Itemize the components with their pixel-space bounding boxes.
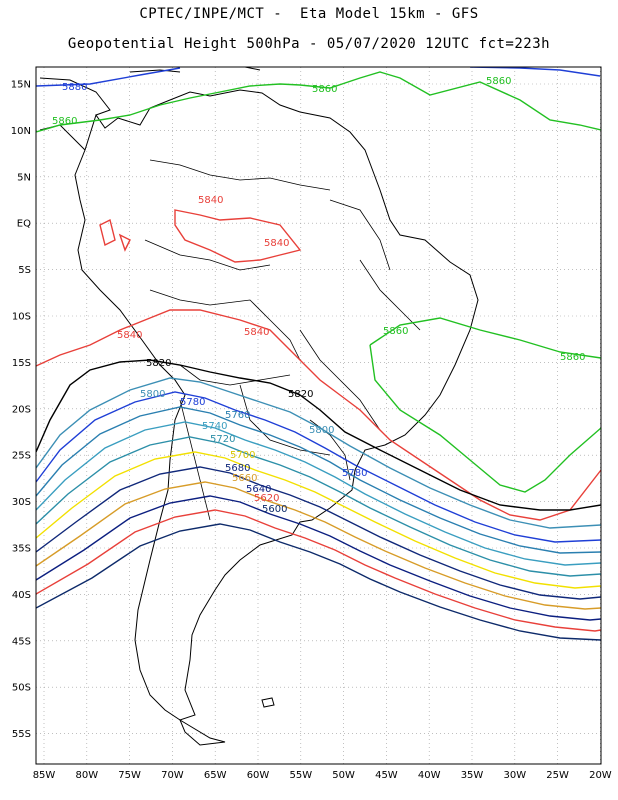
label-5740: 5740	[202, 421, 227, 432]
label-5780-b: 5780	[342, 468, 367, 479]
lon-tick-label: 75W	[118, 770, 141, 781]
label-5620: 5620	[254, 493, 279, 504]
lat-tick-label: 25S	[12, 451, 31, 462]
plot-frame	[35, 66, 602, 765]
caribbean-coast	[129, 67, 261, 73]
lat-tick-label: 5S	[18, 265, 31, 276]
country-borders	[144, 159, 421, 521]
lon-tick-label: 60W	[247, 770, 270, 781]
lat-tick-label: 15S	[12, 358, 31, 369]
label-5780-a: 5780	[180, 397, 205, 408]
label-5860-b: 5860	[486, 76, 511, 87]
lon-tick-label: 35W	[461, 770, 484, 781]
contour-5820	[36, 359, 601, 511]
label-5760: 5760	[225, 410, 250, 421]
coastline	[39, 67, 479, 746]
tierra-del-fuego	[178, 718, 226, 746]
lat-tick-label: 10S	[12, 312, 31, 323]
contour-5700	[36, 451, 601, 589]
label-5840-c: 5840	[117, 330, 142, 341]
label-5840-a: 5840	[198, 195, 223, 206]
contour-lines	[36, 67, 601, 641]
lat-tick-label: 55S	[12, 729, 31, 740]
label-5840-b: 5840	[264, 238, 289, 249]
label-5800-b: 5800	[309, 425, 334, 436]
label-5600: 5600	[262, 504, 287, 515]
longitude-labels: 85W 80W 75W 70W 65W 60W 55W 50W 45W 40W 35W 30W 25W 2…	[33, 770, 612, 781]
south-america-coast	[74, 89, 479, 721]
contour-5720	[36, 436, 601, 577]
label-5880: 5880	[62, 82, 87, 93]
label-5860-d: 5860	[383, 326, 408, 337]
lon-tick-label: 20W	[589, 770, 612, 781]
label-5820-a: 5820	[146, 358, 171, 369]
label-5860-a: 5860	[312, 84, 337, 95]
contour-5780	[36, 391, 601, 543]
label-5820-b: 5820	[288, 389, 313, 400]
falkland-islands	[261, 697, 275, 708]
lon-tick-label: 55W	[289, 770, 312, 781]
lon-tick-label: 40W	[418, 770, 441, 781]
lat-tick-label: 30S	[12, 497, 31, 508]
lon-tick-label: 65W	[204, 770, 227, 781]
contour-5640	[36, 495, 601, 621]
label-5860-e: 5860	[560, 352, 585, 363]
chart-title-line2: Geopotential Height 500hPa - 05/07/2020 …	[67, 36, 551, 52]
lon-tick-label: 30W	[503, 770, 526, 781]
lat-tick-label: EQ	[17, 219, 31, 230]
latitude-labels: 15N 10N 5N EQ 5S 10S 15S 20S 25S 30S 35S 40S 45S 50S 5…	[11, 80, 31, 741]
contour-5840	[36, 309, 601, 521]
contour-5760	[36, 406, 601, 554]
lon-tick-label: 25W	[546, 770, 569, 781]
label-5800-a: 5800	[140, 389, 165, 400]
label-5640: 5640	[246, 484, 271, 495]
lon-tick-label: 50W	[332, 770, 355, 781]
graticule-grid	[36, 67, 601, 764]
lon-tick-label: 85W	[33, 770, 56, 781]
lat-tick-label: 10N	[11, 126, 31, 137]
lat-tick-label: 35S	[12, 544, 31, 555]
chart-title-line1: CPTEC/INPE/MCT - Eta Model 15km - GFS	[139, 6, 479, 22]
label-5700: 5700	[230, 450, 255, 461]
lat-tick-label: 40S	[12, 590, 31, 601]
label-5660: 5660	[232, 473, 257, 484]
contour-labels: 5880 5860 5860 5860 5860 5860 5840 5840 …	[52, 76, 585, 515]
contour-5840-north	[99, 209, 302, 263]
contour-5680	[36, 466, 601, 600]
lat-tick-label: 45S	[12, 636, 31, 647]
label-5840-d: 5840	[244, 327, 269, 338]
label-5680: 5680	[225, 463, 250, 474]
contour-5860	[36, 71, 601, 133]
lat-tick-label: 20S	[12, 404, 31, 415]
label-5860-c: 5860	[52, 116, 77, 127]
lon-tick-label: 80W	[75, 770, 98, 781]
contour-5660	[36, 481, 601, 610]
lat-tick-label: 15N	[11, 80, 31, 91]
contour-5600	[36, 523, 601, 641]
contour-5860-east	[369, 317, 601, 493]
lat-tick-label: 50S	[12, 683, 31, 694]
contour-5740	[36, 421, 601, 566]
lat-tick-label: 5N	[17, 172, 31, 183]
contour-5620	[36, 509, 601, 632]
contour-5800	[36, 377, 601, 529]
lon-tick-label: 45W	[375, 770, 398, 781]
lon-tick-label: 70W	[161, 770, 184, 781]
label-5720: 5720	[210, 434, 235, 445]
